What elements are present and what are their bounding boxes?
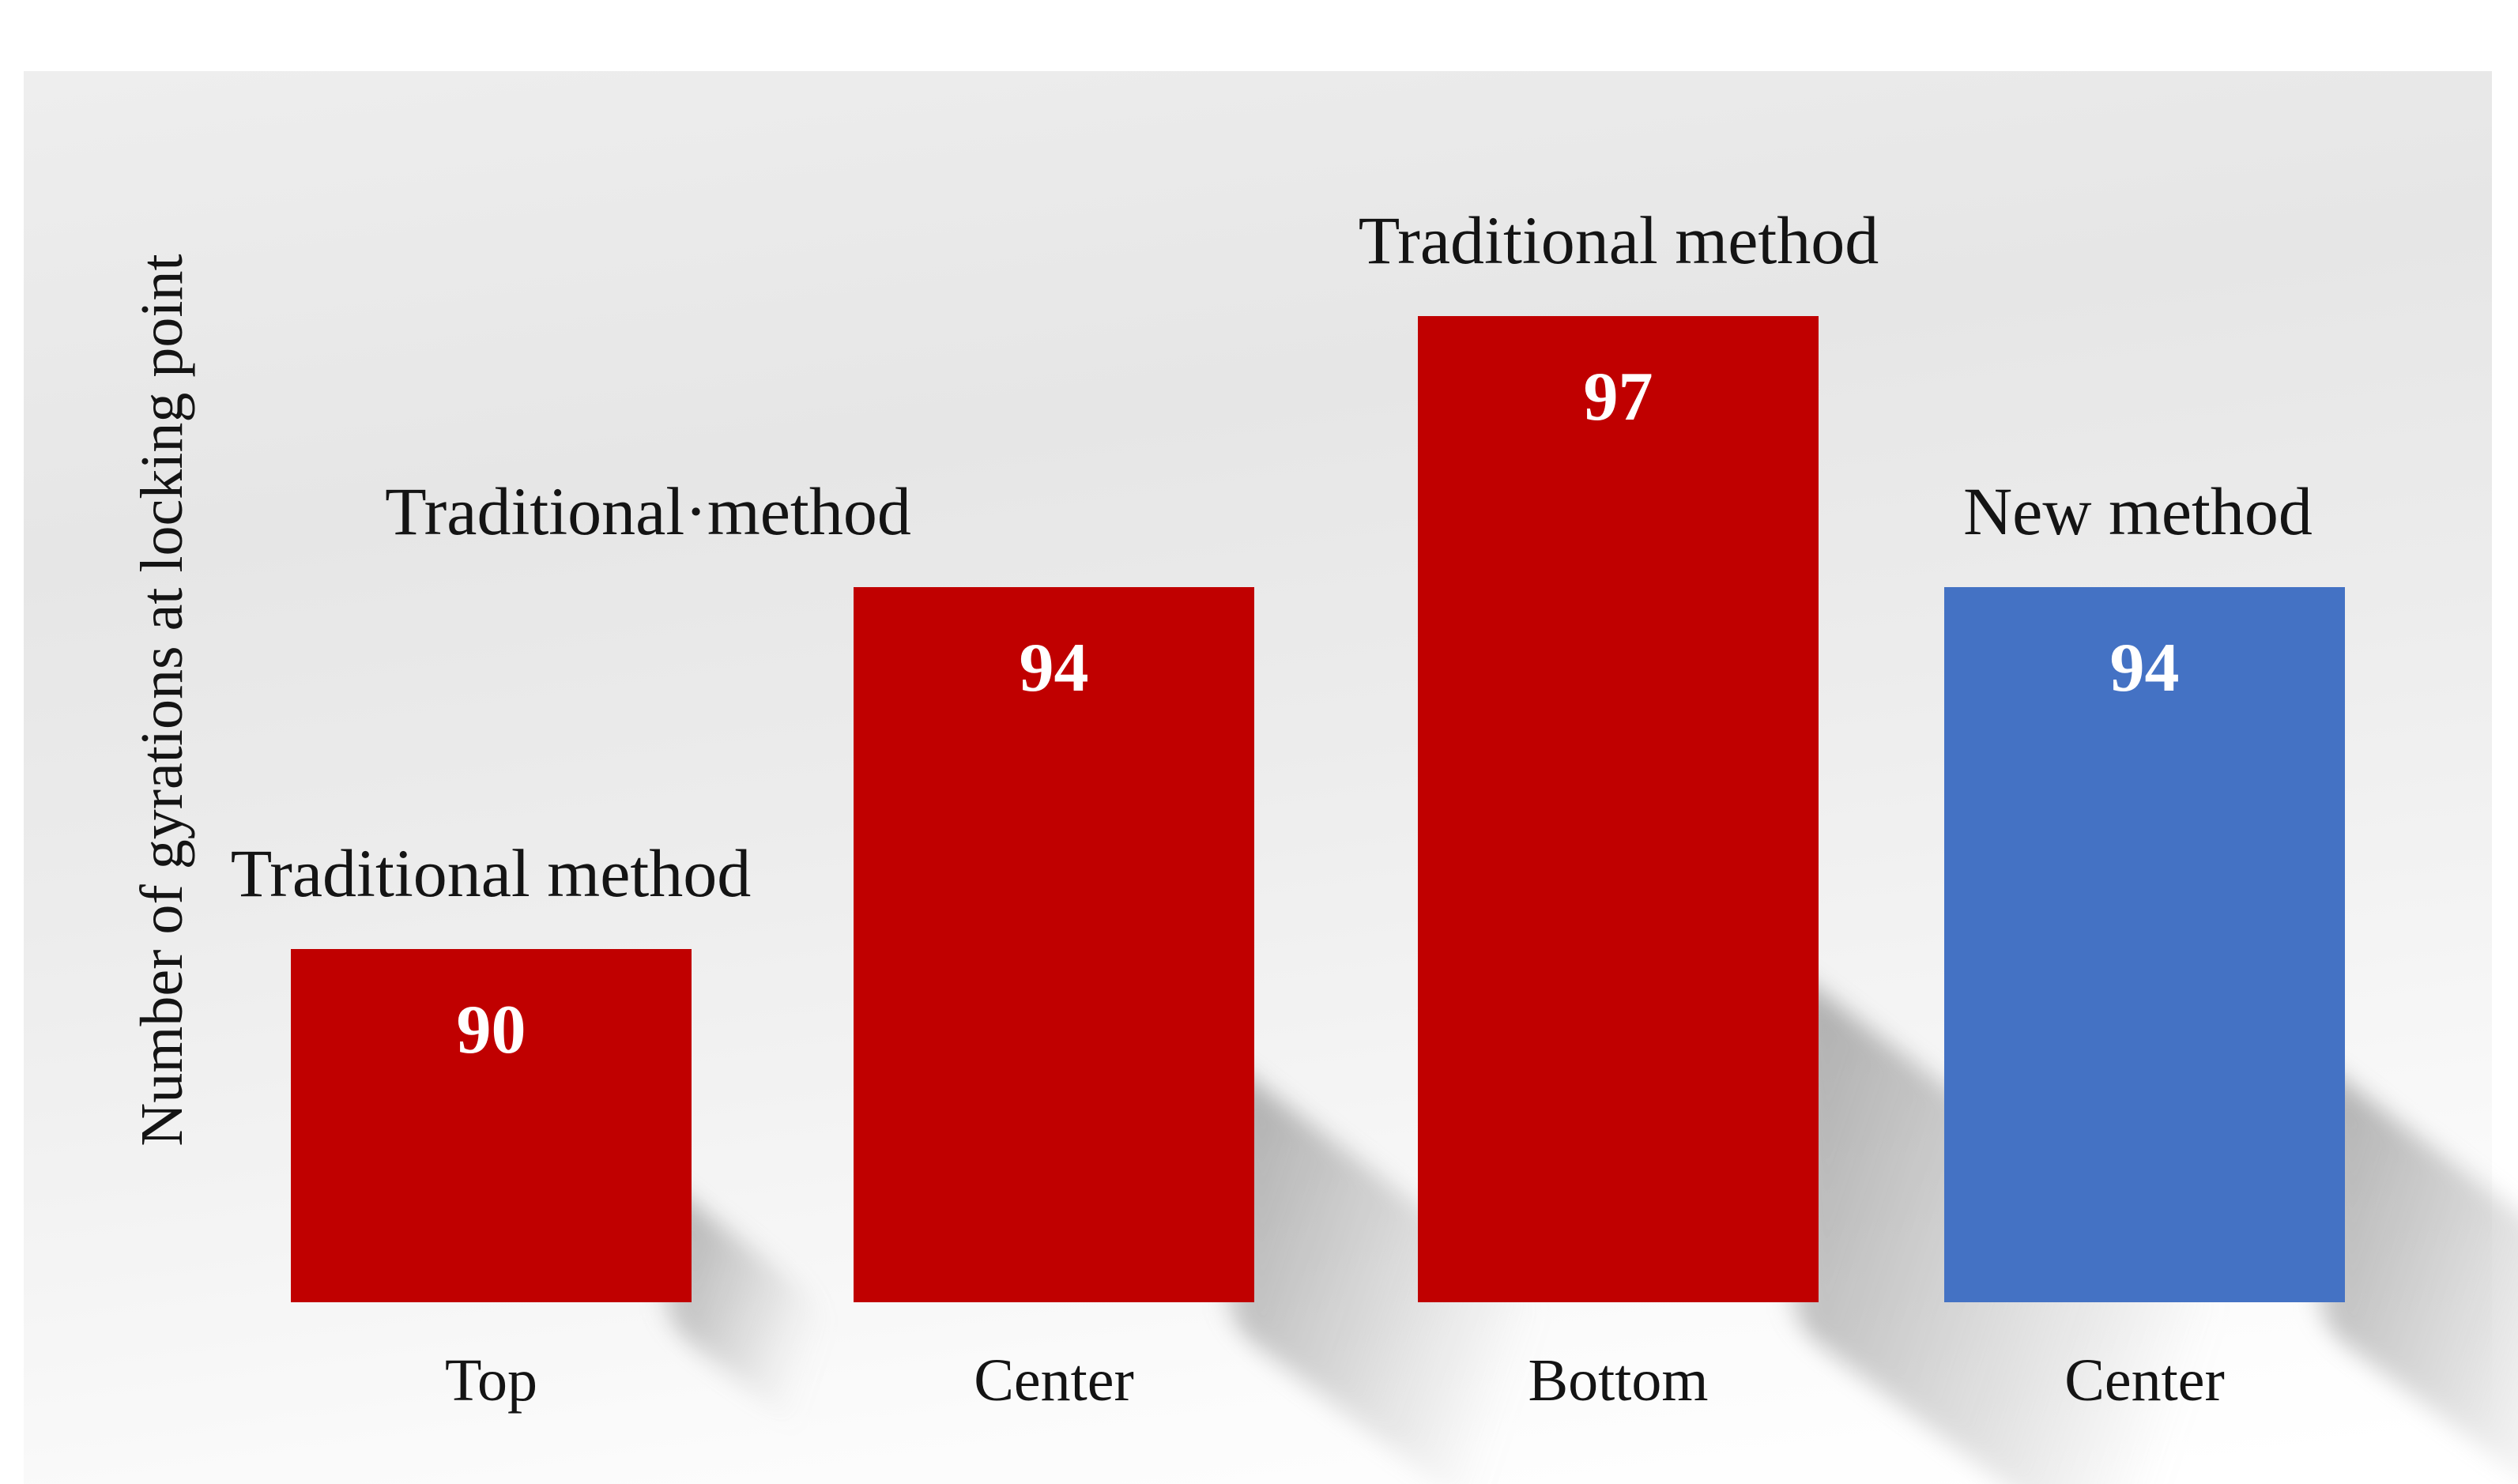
bar-value-label: 94	[1019, 630, 1089, 706]
bar-top-0: 90	[291, 949, 692, 1302]
bar-bottom-2: 97	[1418, 316, 1819, 1302]
bar-center-1: 94	[854, 587, 1254, 1302]
bar-center-3: 94	[1944, 587, 2345, 1302]
x-axis-category-label: Bottom	[1528, 1347, 1709, 1414]
bar-value-label: 97	[1583, 359, 1653, 435]
bar-series-label: Traditional method	[230, 835, 752, 911]
bar-value-label: 94	[2109, 630, 2180, 706]
y-axis-title: Number of gyrations at locking point	[129, 254, 195, 1147]
x-axis-category-label: Center	[974, 1347, 1134, 1414]
bar-series-label: Traditional·method	[385, 473, 911, 549]
bar-value-label: 90	[456, 992, 526, 1068]
bar-series-label: New method	[1963, 473, 2313, 549]
x-axis-category-label: Center	[2064, 1347, 2225, 1414]
bar-series-label: Traditional method	[1358, 202, 1879, 278]
x-axis-category-label: Top	[444, 1347, 538, 1414]
